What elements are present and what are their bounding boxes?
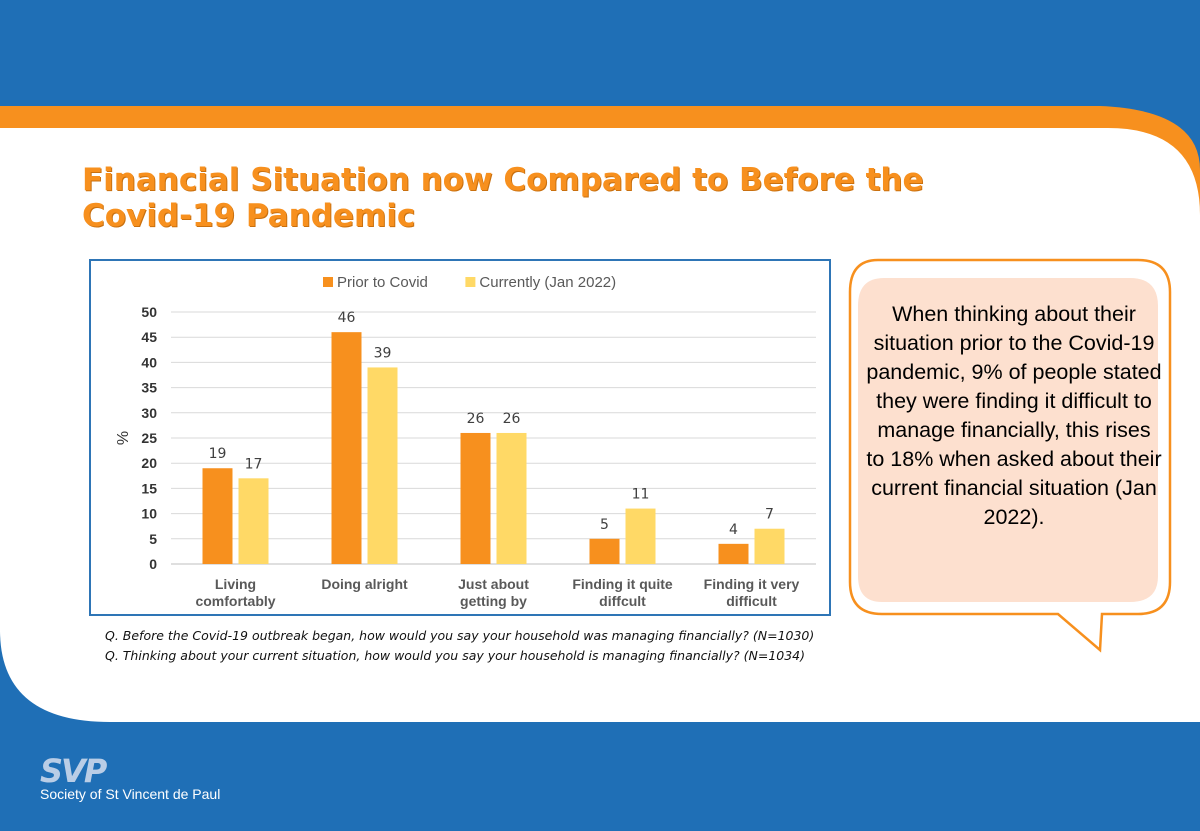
bar xyxy=(496,432,527,564)
bar xyxy=(460,432,491,564)
bar xyxy=(202,468,233,564)
speech-bubble-fill xyxy=(858,278,1158,602)
y-tick-label: 10 xyxy=(141,506,157,522)
data-label: 39 xyxy=(374,345,392,361)
x-tick-label: comfortably xyxy=(195,593,275,609)
speech-bubble xyxy=(848,258,1172,653)
x-tick-label: difficult xyxy=(726,593,777,609)
y-tick-label: 50 xyxy=(141,304,157,320)
data-label: 46 xyxy=(338,310,356,326)
y-tick-label: 45 xyxy=(141,329,157,345)
data-label: 19 xyxy=(209,446,227,462)
x-tick-label: diffcult xyxy=(599,593,646,609)
organisation-name: Society of St Vincent de Paul xyxy=(40,786,221,802)
data-label: 5 xyxy=(600,517,609,533)
bar xyxy=(625,508,656,564)
svp-logo: SVP xyxy=(40,752,107,790)
data-label: 7 xyxy=(765,507,774,523)
bar xyxy=(754,528,785,564)
data-label: 4 xyxy=(729,522,738,538)
data-label: 26 xyxy=(503,411,521,427)
x-tick-label: Doing alright xyxy=(321,576,408,592)
data-label: 11 xyxy=(632,487,650,503)
legend-entry: Prior to Covid xyxy=(337,274,428,291)
y-tick-label: 30 xyxy=(141,405,157,421)
legend-swatch xyxy=(323,277,333,287)
legend-swatch xyxy=(465,277,476,287)
bar xyxy=(367,367,398,564)
bar xyxy=(589,538,620,564)
survey-question-1: Q. Before the Covid-19 outbreak began, h… xyxy=(105,628,815,643)
data-label: 26 xyxy=(467,411,485,427)
x-tick-label: getting by xyxy=(460,593,527,609)
x-tick-label: Finding it very xyxy=(704,576,800,592)
x-tick-label: Finding it quite xyxy=(572,576,673,592)
y-tick-label: 25 xyxy=(141,430,157,446)
x-tick-label: Living xyxy=(215,576,256,592)
survey-question-2: Q. Thinking about your current situation… xyxy=(105,648,806,663)
y-axis-label: % xyxy=(115,431,132,445)
y-tick-label: 40 xyxy=(141,354,157,370)
y-tick-label: 20 xyxy=(141,455,157,471)
legend-entry: Currently (Jan 2022) xyxy=(479,274,616,291)
page-title: Financial Situation now Compared to Befo… xyxy=(82,162,924,234)
callout-text: When thinking about their situation prio… xyxy=(866,302,1162,529)
y-tick-label: 5 xyxy=(149,531,157,547)
bar xyxy=(718,543,749,564)
bar xyxy=(331,332,362,564)
x-tick-label: Just about xyxy=(458,576,529,592)
data-label: 17 xyxy=(245,456,263,472)
bar xyxy=(238,478,269,564)
chart-frame: 0 5 10 15 20 25 30 35 40 45 50% 19 17 Living comfortab… xyxy=(89,259,831,616)
y-tick-label: 0 xyxy=(149,556,157,572)
bar-chart: 05101520253035404550%1917Livingcomfortab… xyxy=(115,274,816,609)
y-tick-label: 35 xyxy=(141,380,157,396)
y-tick-label: 15 xyxy=(141,480,157,496)
